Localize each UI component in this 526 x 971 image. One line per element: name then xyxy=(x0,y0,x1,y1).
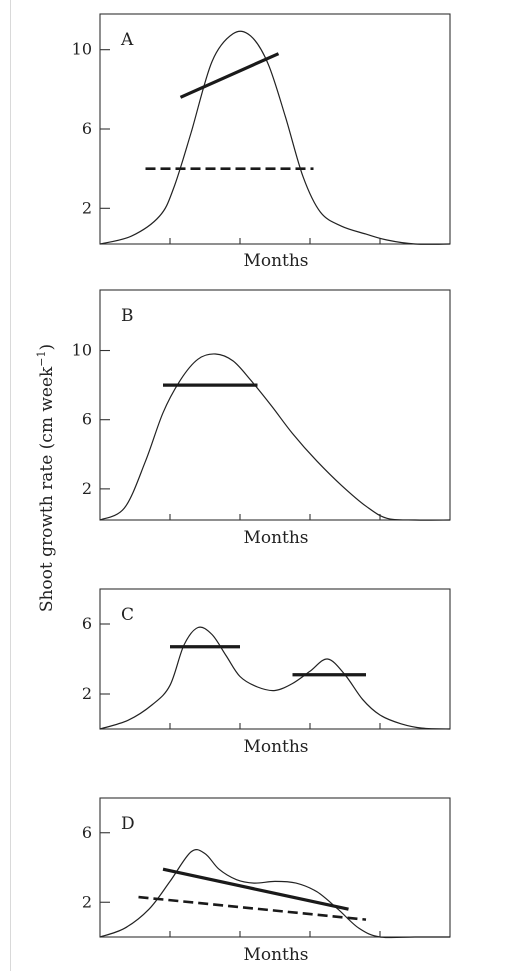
y-tick-label: 6 xyxy=(82,823,92,842)
x-axis-label: Months xyxy=(243,251,308,271)
solid-mean-line xyxy=(162,867,349,911)
dashed-mean-line xyxy=(138,895,367,921)
plot-frame xyxy=(99,797,451,938)
plot-frame xyxy=(99,13,451,245)
panel-label: D xyxy=(121,814,135,834)
panel-label: A xyxy=(120,30,134,50)
plot-frame xyxy=(99,588,451,730)
x-axis-label: Months xyxy=(243,737,308,757)
y-tick-label: 2 xyxy=(82,892,92,911)
y-tick-label: 2 xyxy=(82,684,92,703)
y-axis-label: Shoot growth rate (cm week−1) xyxy=(35,344,57,612)
chart-panels: 2 6 10 A Months 2 6 10 B Months 2 6 C Months 2 6 D Months xyxy=(72,13,451,965)
page-left-rule xyxy=(10,0,11,971)
x-axis-label: Months xyxy=(243,528,308,548)
panel-label: C xyxy=(121,605,134,625)
y-tick-label: 10 xyxy=(72,341,92,360)
solid-mean-line xyxy=(179,52,280,99)
panel-label: B xyxy=(121,306,134,326)
y-tick-label: 2 xyxy=(82,479,92,498)
y-tick-label: 10 xyxy=(72,40,92,59)
growth-curve xyxy=(99,353,451,521)
x-axis-label: Months xyxy=(243,945,308,965)
chart-panel-d: 2 6 D Months xyxy=(82,797,451,965)
y-tick-label: 6 xyxy=(82,119,92,138)
y-tick-label: 6 xyxy=(82,410,92,429)
y-tick-label: 6 xyxy=(82,614,92,633)
y-tick-label: 2 xyxy=(82,198,92,217)
chart-panel-a: 2 6 10 A Months xyxy=(72,13,451,271)
growth-curve xyxy=(99,626,451,730)
plot-frame xyxy=(99,289,451,521)
chart-panel-b: 2 6 10 B Months xyxy=(72,289,451,548)
growth-curve xyxy=(99,849,450,939)
chart-panel-c: 2 6 C Months xyxy=(82,588,451,757)
growth-curve xyxy=(99,30,451,245)
